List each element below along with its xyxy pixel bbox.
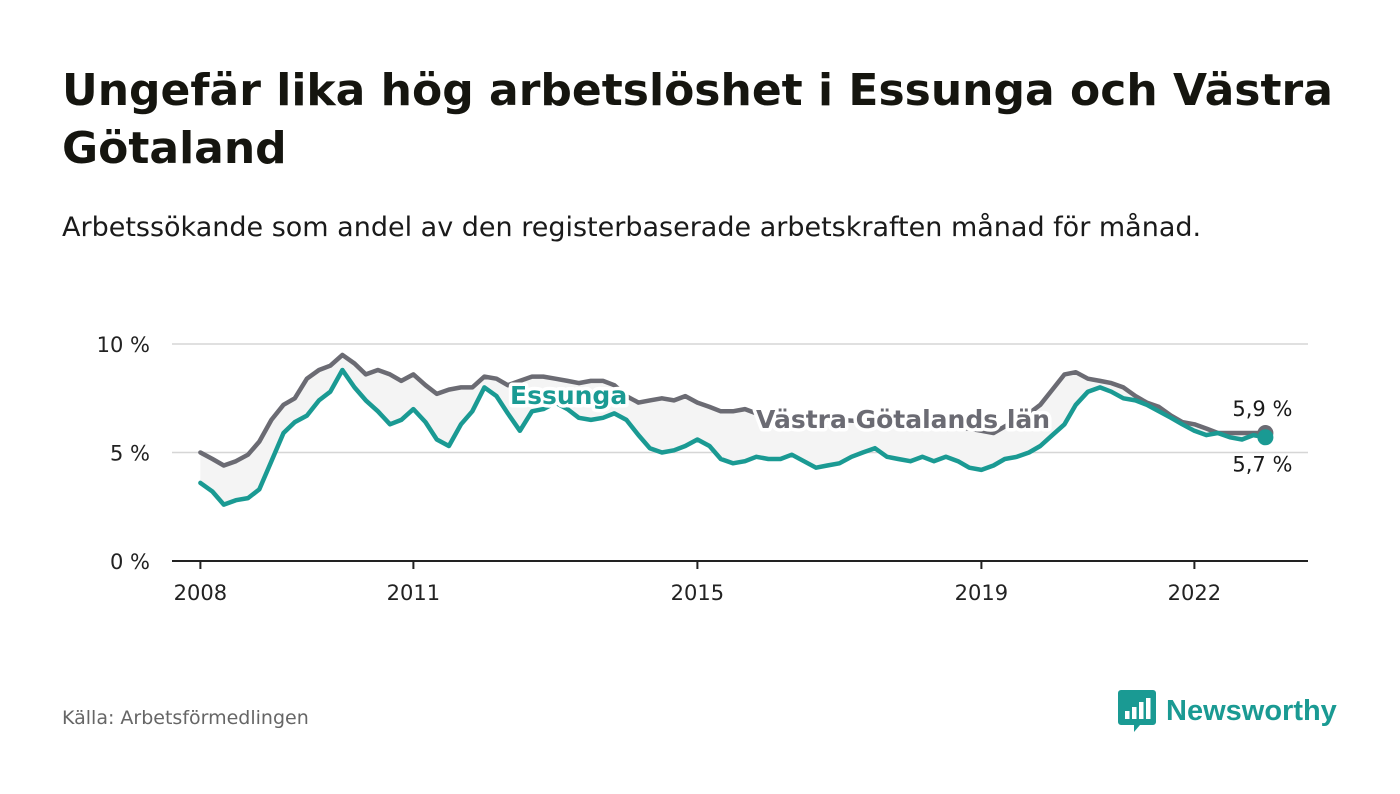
difference-band: [200, 354, 1266, 505]
line-chart: Essunga Västra Götalands län 0 % 5 % 10 % 2…: [97, 333, 1308, 605]
x-tick-label: 2015: [671, 581, 724, 605]
series-line-essunga: [198, 367, 1268, 507]
x-tick-label: 2011: [387, 581, 440, 605]
x-tick-label: 2022: [1168, 581, 1221, 605]
series-label-essunga: Essunga: [510, 381, 627, 410]
brand-logo: Newsworthy: [1118, 690, 1337, 732]
series-label-vastra-gotaland: Västra Götalands län: [756, 405, 1050, 434]
series-lines: [198, 352, 1274, 507]
chart-subtitle: Arbetssökande som andel av den registerb…: [62, 212, 1202, 243]
series-labels: Essunga Västra Götalands län: [507, 378, 1054, 438]
end-value-essunga: 5,7 %: [1232, 452, 1292, 476]
series-line-vastra-gotaland: [198, 352, 1268, 468]
x-tick-label: 2008: [174, 581, 227, 605]
chart-title: Ungefär lika hög arbetslöshet i Essunga …: [62, 65, 1333, 174]
brand-name: Newsworthy: [1166, 694, 1337, 727]
bar-chart-bubble-icon: [1118, 690, 1156, 732]
end-value-vastra-gotaland: 5,9 %: [1232, 397, 1292, 421]
y-tick-label: 10 %: [97, 333, 150, 357]
end-point-essunga: [1257, 429, 1274, 446]
y-tick-label: 5 %: [110, 442, 150, 466]
x-tick-label: 2019: [955, 581, 1008, 605]
band-area: [200, 354, 1266, 505]
axes: 0 % 5 % 10 % 2008 2011 2015 2019 2022 5,9 % 5,7 %: [97, 333, 1308, 605]
source-note: Källa: Arbetsförmedlingen: [62, 707, 309, 729]
y-tick-label: 0 %: [110, 550, 150, 574]
